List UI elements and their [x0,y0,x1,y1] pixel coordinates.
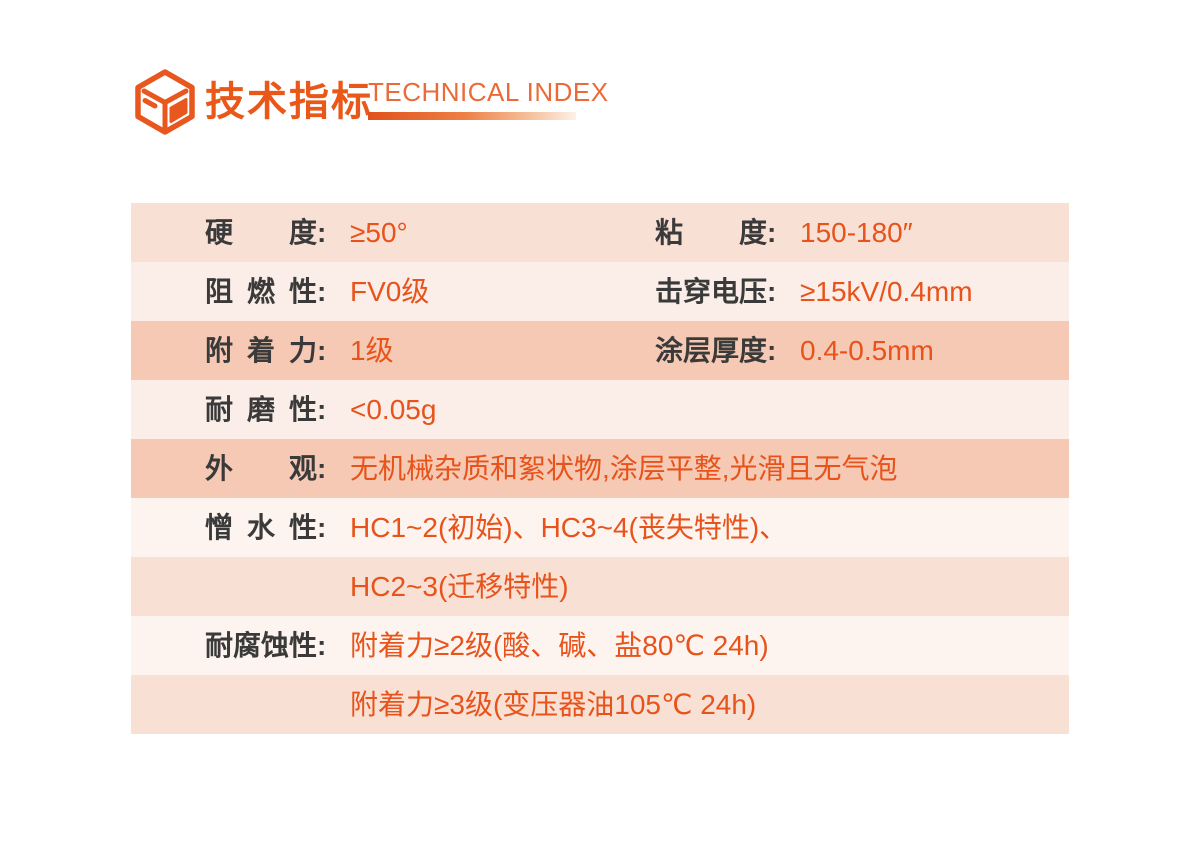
label-colon: : [317,630,327,661]
label-colon: : [767,276,777,307]
spec-value: 150-180″ [800,217,913,248]
label-colon: : [317,453,327,484]
label-colon: : [317,217,327,248]
spec-value-continuation: 附着力≥3级(变压器油105℃ 24h) [350,689,757,720]
spec-value: 1级 [350,335,394,366]
spec-value: 附着力≥2级(酸、碱、盐80℃ 24h) [350,630,769,661]
spec-label-text: 憎水性 [205,512,317,543]
spec-label: 击穿电压: [655,262,776,321]
spec-value-continuation: HC2~3(迁移特性) [350,571,569,602]
spec-label: 阻燃性: [205,262,326,321]
label-colon: : [317,335,327,366]
table-row: 耐磨性: <0.05g [131,380,1069,439]
table-row: 阻燃性: FV0级 击穿电压: ≥15kV/0.4mm [131,262,1069,321]
label-colon: : [767,335,777,366]
spec-label-text: 附着力 [205,335,317,366]
spec-label: 耐腐蚀性: [205,616,326,675]
spec-label: 硬度: [205,203,326,262]
page-title: 技术指标 [205,80,373,124]
spec-label-text: 外观 [205,453,317,484]
spec-label: 耐磨性: [205,380,326,439]
table-row: HC2~3(迁移特性) [131,557,1069,616]
spec-value: HC1~2(初始)、HC3~4(丧失特性)、 [350,512,788,543]
page-subtitle: TECHNICAL INDEX [368,77,609,107]
spec-value: FV0级 [350,276,430,307]
spec-value: ≥15kV/0.4mm [800,276,973,307]
spec-value: ≥50° [350,217,408,248]
table-row: 附着力: 1级 涂层厚度: 0.4-0.5mm [131,321,1069,380]
spec-label-text: 涂层厚度 [655,335,768,366]
spec-label-text: 击穿电压 [655,276,768,307]
spec-label-text: 耐磨性 [205,394,317,425]
spec-label: 憎水性: [205,498,326,557]
spec-label: 涂层厚度: [655,321,776,380]
label-colon: : [317,512,327,543]
spec-label-text: 硬度 [205,217,317,248]
table-row: 附着力≥3级(变压器油105℃ 24h) [131,675,1069,734]
label-colon: : [767,217,777,248]
spec-value: <0.05g [350,394,437,425]
title-underline-bar [368,112,576,120]
table-row: 耐腐蚀性: 附着力≥2级(酸、碱、盐80℃ 24h) [131,616,1069,675]
label-colon: : [317,394,327,425]
spec-label: 附着力: [205,321,326,380]
spec-label-text: 粘度 [655,217,767,248]
table-row: 硬度: ≥50° 粘度: 150-180″ [131,203,1069,262]
label-colon: : [317,276,327,307]
spec-label: 外观: [205,439,326,498]
spec-value: 0.4-0.5mm [800,335,934,366]
spec-table: 硬度: ≥50° 粘度: 150-180″ 阻燃性: FV0级 击穿电压: ≥1… [131,203,1069,734]
header: 技术指标 TECHNICAL INDEX [133,66,833,140]
spec-value: 无机械杂质和絮状物,涂层平整,光滑且无气泡 [350,453,898,484]
spec-label-text: 阻燃性 [205,276,317,307]
spec-label-text: 耐腐蚀性 [205,630,318,661]
table-row: 外观: 无机械杂质和絮状物,涂层平整,光滑且无气泡 [131,439,1069,498]
spec-label: 粘度: [655,203,776,262]
table-row: 憎水性: HC1~2(初始)、HC3~4(丧失特性)、 [131,498,1069,557]
package-cube-icon [135,69,195,135]
